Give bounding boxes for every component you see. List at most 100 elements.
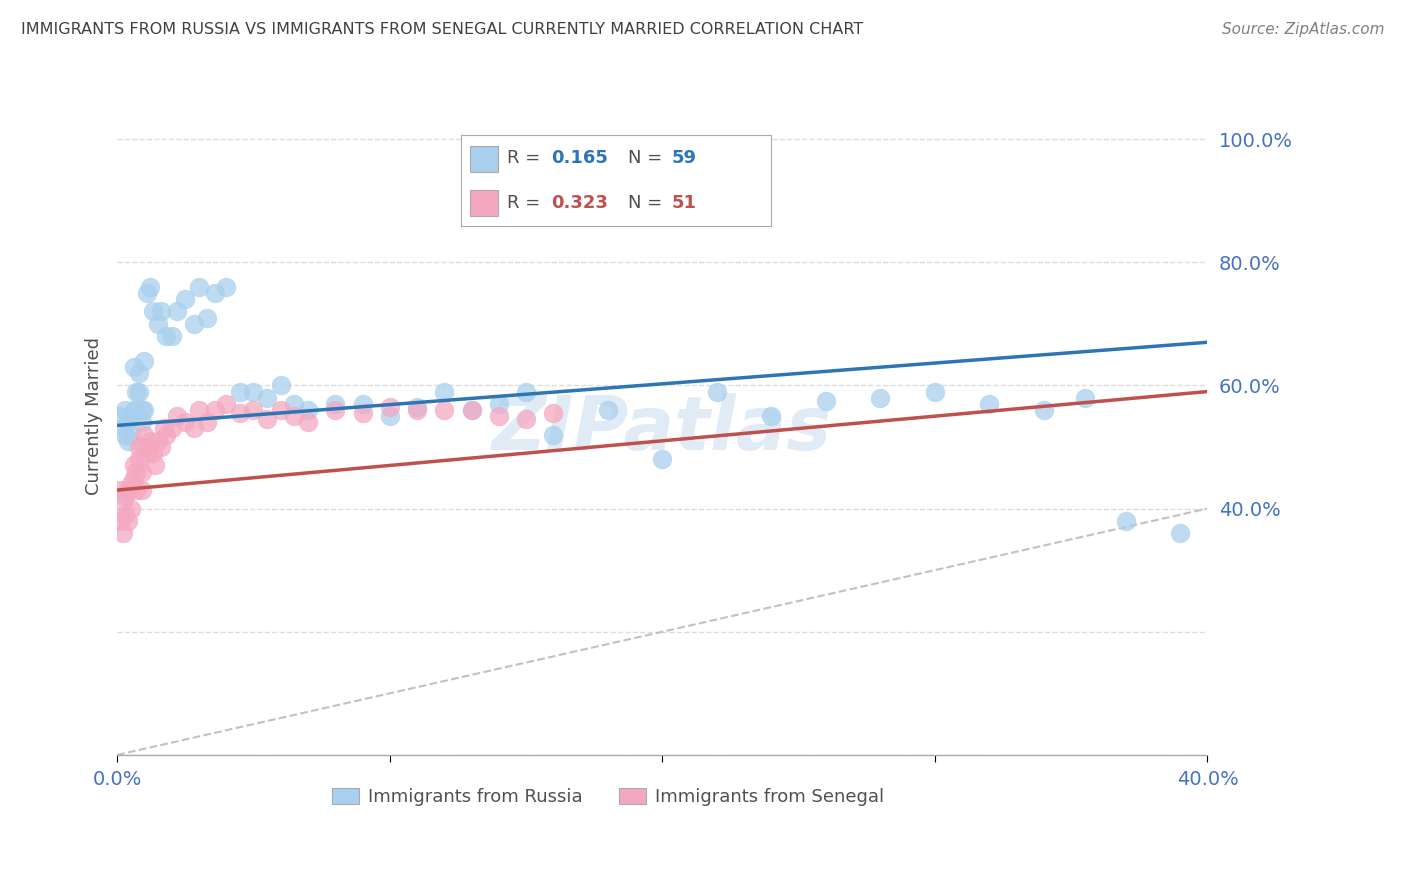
- Point: [122, 359, 145, 374]
- Point: [128, 452, 150, 467]
- Point: [120, 501, 142, 516]
- Point: [134, 353, 156, 368]
- Point: [283, 409, 305, 424]
- Point: [120, 477, 142, 491]
- Point: [204, 285, 226, 300]
- Point: [142, 304, 165, 318]
- Point: [706, 384, 728, 399]
- Point: [433, 384, 456, 399]
- Point: [131, 465, 153, 479]
- Point: [596, 403, 619, 417]
- Point: [406, 400, 429, 414]
- Point: [111, 526, 134, 541]
- Point: [924, 384, 946, 399]
- Text: ZIPatlas: ZIPatlas: [492, 393, 832, 467]
- Point: [297, 415, 319, 429]
- Point: [114, 489, 136, 503]
- Point: [128, 366, 150, 380]
- Point: [543, 406, 565, 420]
- Point: [256, 391, 278, 405]
- Point: [323, 397, 346, 411]
- Point: [146, 317, 169, 331]
- Point: [1115, 514, 1137, 528]
- Point: [160, 329, 183, 343]
- Point: [352, 397, 374, 411]
- Point: [460, 403, 482, 417]
- Point: [131, 415, 153, 429]
- Point: [131, 483, 153, 497]
- Point: [114, 508, 136, 522]
- Point: [111, 495, 134, 509]
- Point: [651, 452, 673, 467]
- Point: [1032, 403, 1054, 417]
- Point: [152, 421, 174, 435]
- Point: [378, 400, 401, 414]
- Point: [183, 317, 205, 331]
- Point: [125, 403, 148, 417]
- Point: [155, 427, 177, 442]
- Y-axis label: Currently Married: Currently Married: [86, 337, 103, 495]
- Point: [108, 409, 131, 424]
- Point: [166, 304, 188, 318]
- Point: [204, 403, 226, 417]
- Point: [122, 403, 145, 417]
- Point: [122, 471, 145, 485]
- Point: [814, 393, 837, 408]
- Point: [352, 406, 374, 420]
- Point: [1074, 391, 1097, 405]
- Point: [256, 412, 278, 426]
- Point: [136, 446, 159, 460]
- Point: [134, 403, 156, 417]
- Point: [979, 397, 1001, 411]
- Point: [174, 415, 197, 429]
- Point: [125, 465, 148, 479]
- Point: [117, 434, 139, 448]
- Point: [128, 384, 150, 399]
- Point: [270, 378, 292, 392]
- Point: [488, 409, 510, 424]
- Point: [323, 403, 346, 417]
- Point: [117, 483, 139, 497]
- Point: [139, 280, 162, 294]
- Point: [114, 403, 136, 417]
- Point: [1168, 526, 1191, 541]
- Point: [869, 391, 891, 405]
- Point: [183, 421, 205, 435]
- Point: [297, 403, 319, 417]
- Point: [111, 421, 134, 435]
- Point: [149, 440, 172, 454]
- Point: [460, 403, 482, 417]
- Point: [134, 440, 156, 454]
- Point: [242, 403, 264, 417]
- Text: Source: ZipAtlas.com: Source: ZipAtlas.com: [1222, 22, 1385, 37]
- Point: [215, 280, 238, 294]
- Point: [155, 329, 177, 343]
- Point: [433, 403, 456, 417]
- Point: [195, 310, 218, 325]
- Point: [188, 403, 211, 417]
- Point: [117, 514, 139, 528]
- Point: [270, 403, 292, 417]
- Text: IMMIGRANTS FROM RUSSIA VS IMMIGRANTS FROM SENEGAL CURRENTLY MARRIED CORRELATION : IMMIGRANTS FROM RUSSIA VS IMMIGRANTS FRO…: [21, 22, 863, 37]
- Point: [139, 434, 162, 448]
- Point: [114, 427, 136, 442]
- Point: [149, 304, 172, 318]
- Point: [108, 483, 131, 497]
- Point: [543, 427, 565, 442]
- Point: [134, 427, 156, 442]
- Point: [125, 483, 148, 497]
- Point: [174, 292, 197, 306]
- Point: [515, 412, 537, 426]
- Point: [125, 384, 148, 399]
- Point: [146, 434, 169, 448]
- Point: [378, 409, 401, 424]
- Point: [120, 409, 142, 424]
- Point: [515, 384, 537, 399]
- Point: [242, 384, 264, 399]
- Point: [142, 446, 165, 460]
- Point: [761, 409, 783, 424]
- Point: [229, 384, 252, 399]
- Point: [117, 415, 139, 429]
- Point: [215, 397, 238, 411]
- Point: [120, 427, 142, 442]
